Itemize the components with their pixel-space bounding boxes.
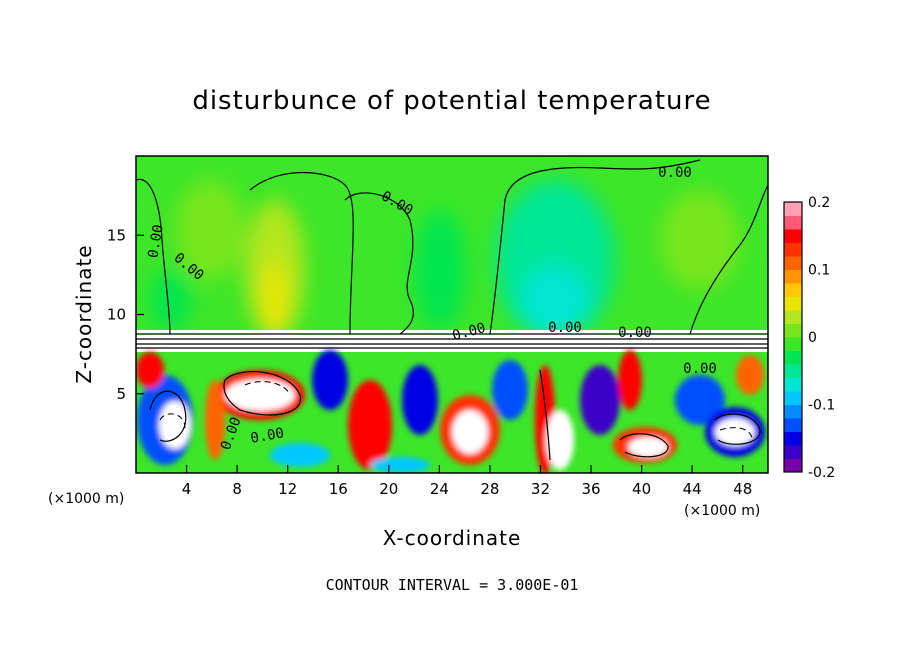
x-unit-label: (×1000 m) <box>684 503 761 519</box>
colorbar-tick-label: -0.1 <box>808 398 835 414</box>
x-tick-label: 44 <box>683 480 702 498</box>
colorbar-segment <box>784 350 802 365</box>
colorbar-frame <box>783 201 803 473</box>
x-tick-label: 8 <box>232 480 242 498</box>
x-tick-label: 48 <box>733 480 752 498</box>
colorbar-segment <box>784 418 802 432</box>
colorbar-segment <box>784 269 802 284</box>
contour-label: 0.00 <box>683 361 717 377</box>
y-unit-label: (×1000 m) <box>48 491 125 507</box>
colorbar-segment <box>784 337 802 351</box>
x-axis: 4 8 12 16 20 24 28 32 36 40 44 48 <box>182 465 752 498</box>
colorbar-segment <box>784 377 802 392</box>
colorbar-segment <box>784 323 802 338</box>
colorbar-segment <box>784 215 802 230</box>
x-tick-label: 12 <box>278 480 297 498</box>
colorbar-segment <box>784 202 802 216</box>
colorbar-segment <box>784 391 802 405</box>
x-tick-label: 16 <box>329 480 348 498</box>
chart-title: disturbunce of potential temperature <box>192 86 712 116</box>
contour-label: 0.00 <box>618 325 652 341</box>
colorbar-tick-label: 0.1 <box>808 263 830 279</box>
x-tick-label: 36 <box>581 480 600 498</box>
colorbar-segment <box>784 229 802 243</box>
colorbar-segment <box>784 404 802 419</box>
colorbar-segment <box>784 242 802 257</box>
contour-label: 0.00 <box>658 165 692 181</box>
colorbar-segment <box>784 283 802 297</box>
x-axis-label: X-coordinate <box>382 526 522 550</box>
x-tick-label: 24 <box>430 480 449 498</box>
colorbar-segment <box>784 310 802 324</box>
x-tick-label: 20 <box>379 480 398 498</box>
y-tick-label: 15 <box>107 226 126 244</box>
colorbar: 0.2 0.1 0 -0.1 -0.2 <box>783 195 835 481</box>
colorbar-segment <box>784 256 802 270</box>
x-tick-label: 32 <box>531 480 550 498</box>
y-tick-label: 5 <box>116 385 126 403</box>
y-axis: 5 10 15 <box>107 226 144 403</box>
contour-label: 0.00 <box>548 320 582 336</box>
colorbar-tick-label: -0.2 <box>808 465 835 481</box>
x-tick-label: 28 <box>480 480 499 498</box>
y-axis-label: Z-coordinate <box>72 244 96 384</box>
field-layer <box>136 156 768 473</box>
contour-label: 0.00 <box>249 425 285 447</box>
contour-label: 0.00 <box>145 223 167 259</box>
colorbar-segment <box>784 431 802 446</box>
y-tick-label: 10 <box>107 306 126 324</box>
colorbar-tick-label: 0 <box>808 330 817 346</box>
x-tick-label: 40 <box>632 480 651 498</box>
colorbar-segment <box>784 296 802 311</box>
colorbar-segment <box>784 445 802 459</box>
colorbar-tick-label: 0.2 <box>808 195 830 211</box>
x-tick-label: 4 <box>182 480 192 498</box>
colorbar-segment <box>784 458 802 473</box>
contour-interval: CONTOUR INTERVAL = 3.000E-01 <box>325 576 579 594</box>
colorbar-segment <box>784 364 802 378</box>
